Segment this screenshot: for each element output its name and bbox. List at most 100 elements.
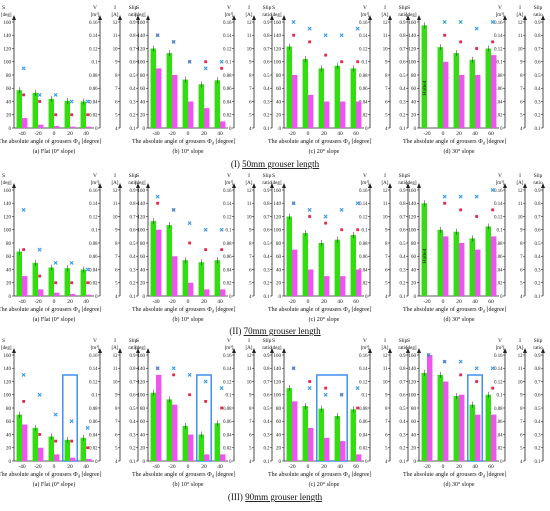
i-axis-unit: [A] [382,346,389,351]
s-axis-arrow [282,348,286,353]
s-tick-label: 20 [411,282,417,287]
slip-tick-label: 0.5 [130,242,137,247]
s-tick-label: 120 [4,380,12,385]
s-axis-arrow [282,183,286,188]
i-axis-label: I [384,338,386,344]
v-bar [156,374,162,461]
chart-panel: S[deg]020406080100120140160V[m³]00.020.0… [132,338,274,488]
slip-tick-label: 0.3 [264,100,271,105]
slip-axis-unit: ratio [262,181,272,186]
slip-axis-unit: ratio [398,13,408,18]
s-tick-label: 40 [6,100,12,105]
s-axis-arrow [417,183,421,188]
i-marker [340,228,344,232]
v-tick-label: 0.02 [494,114,503,119]
v-bar [340,441,346,461]
i-marker [475,47,479,50]
x-axis-unit: [degree] [485,307,506,313]
v-tick-label: 0.08 [223,242,232,247]
s-tick-label: 160 [138,21,146,26]
slip-tick-label: 0.8 [130,202,137,207]
v-tick-label: 0.04 [223,100,232,105]
slip-tick-label: 0.5 [535,74,542,79]
slip-marker [155,194,160,199]
x-axis-subscript: d [78,141,81,146]
i-tick-label: 6 [249,433,252,438]
s-bar [421,203,427,296]
s-tick-label: 20 [140,282,146,287]
i-tick-label: 8 [520,74,523,79]
v-bar [54,292,60,296]
s-bar [469,59,475,129]
v-tick-label: 0.12 [89,380,98,385]
v-axis-label: V [498,173,502,179]
s-tick-label: 140 [409,367,417,372]
i-tick-label: 11 [518,34,523,39]
i-tick-label: 4 [385,127,388,132]
i-tick-label: 7 [115,420,118,425]
row-title-text: (II) 70mm grouser length [229,326,321,336]
i-tick-label: 8 [385,242,388,247]
slip-marker [442,20,447,24]
v-tick-label: 0.06 [223,420,232,425]
slip-tick-label: 0.9 [400,189,407,194]
row-title-prefix: (II) [229,326,243,336]
s-axis-label: S [2,5,5,11]
v-tick-label: 0.06 [223,255,232,260]
v-tick-label: 0.14 [89,367,98,372]
slip-marker [37,392,42,397]
s-bar [318,408,324,461]
slip-tick-label: 0.1 [400,295,407,300]
v-bar [491,236,497,296]
v-tick-label: 0.1 [497,394,504,399]
i-tick-label: 10 [247,215,252,220]
s-axis-unit: [deg] [271,181,282,186]
i-tick-label: 6 [520,268,523,273]
i-tick-label: 8 [249,407,252,412]
x-axis-title-main: The absolute angle of grousers [132,306,207,313]
row-title-text: (III) 90mm grouser length [228,492,323,502]
x-tick-label: 40 [337,131,343,137]
v-bar [220,121,226,128]
slip-axis-arrow [406,15,410,20]
s-tick-label: 120 [409,215,417,220]
x-axis-title: The absolute angle of grousers Φd [degre… [268,138,371,146]
v-tick-label: 0 [95,127,98,132]
x-tick-label: -20 [288,299,296,305]
slip-axis-arrow [541,183,545,188]
s-axis-label: S [272,5,275,11]
s-bar [485,48,491,128]
i-tick-label: 11 [383,202,388,207]
s-tick-label: 80 [411,242,417,247]
slip-tick-label: 0.5 [400,407,407,412]
i-tick-label: 10 [518,380,523,385]
chart-panel: S[deg]020406080100120140160V[m³]00.020.0… [0,5,140,155]
panel-caption: (a) Flat (0° slope) [33,148,76,155]
i-marker [356,60,360,64]
i-tick-label: 11 [247,202,252,207]
row-title-value: 50mm grouser length [242,159,319,169]
slip-tick-label: 0.8 [400,202,407,207]
s-tick-label: 40 [140,433,146,438]
i-tick-label: 9 [385,229,388,234]
x-axis-title-main: The absolute angle of grousers [0,138,73,145]
v-tick-label: 0.04 [359,268,368,273]
slip-tick-label: 0.7 [264,380,271,385]
v-bar [70,294,76,296]
slip-tick-label: 0.7 [264,47,271,52]
slip-marker [339,33,344,38]
slip-marker [490,20,495,24]
i-marker [54,439,58,443]
x-axis-title: The absolute angle of grousers Φd [degre… [132,306,235,314]
slip-tick-label: 0.1 [535,127,542,132]
x-tick-label: 20 [321,131,327,137]
v-bar [54,126,60,128]
x-axis-title-main: The absolute angle of grousers [268,306,343,313]
v-bar [443,381,449,461]
s-bar [166,53,172,129]
s-axis-unit: [deg] [1,13,12,18]
slip-tick-label: 0.6 [535,61,542,66]
slip-marker [442,359,447,364]
slip-tick-label: 0.5 [264,74,271,79]
slip-tick-label: 0.6 [264,61,271,66]
